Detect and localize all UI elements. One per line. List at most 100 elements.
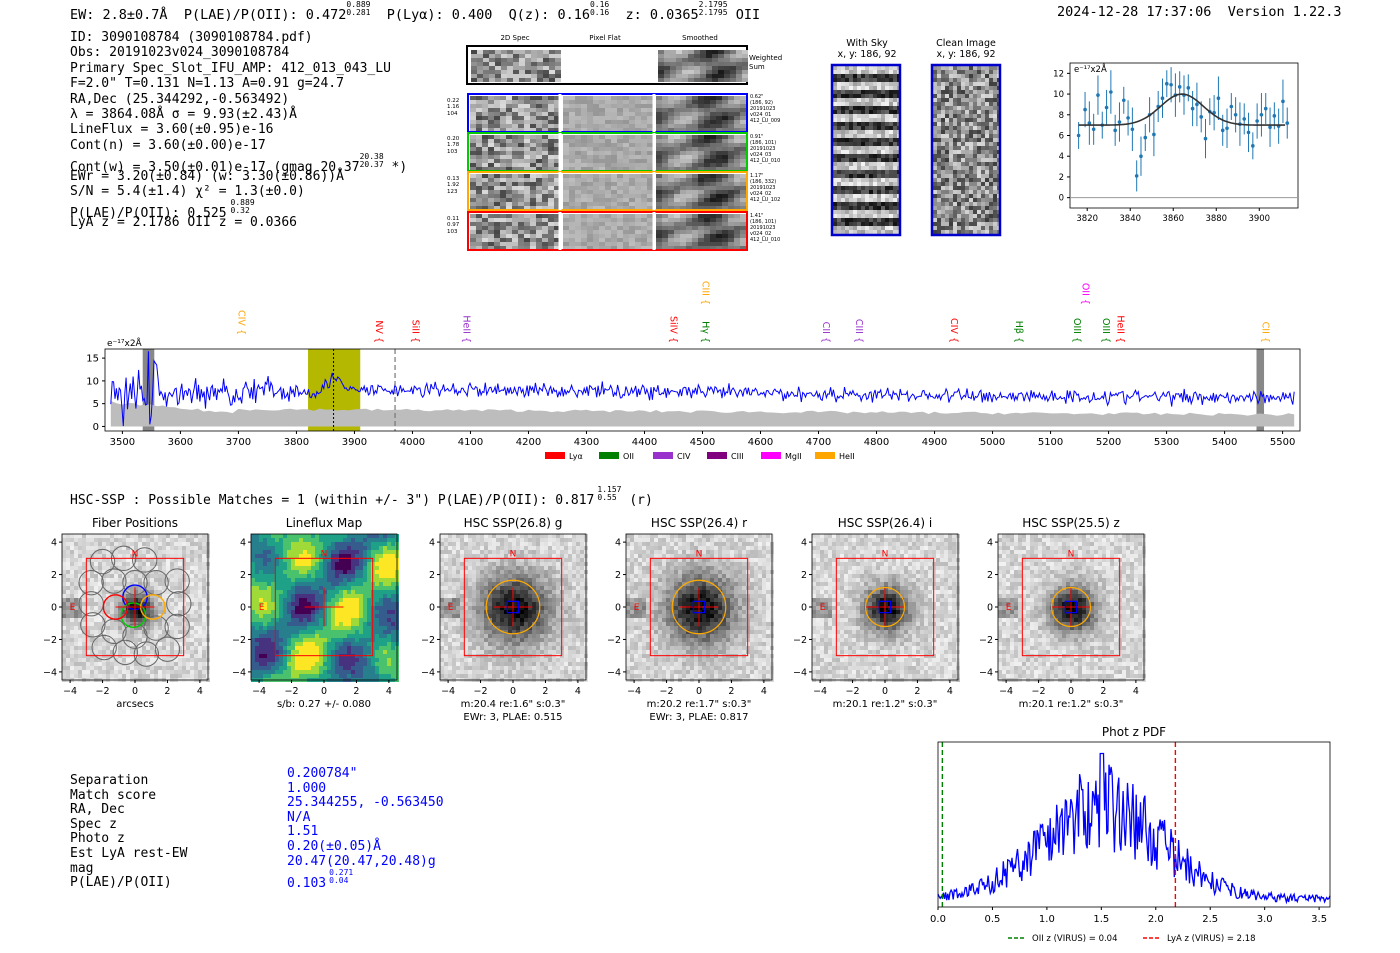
pixel — [70, 582, 74, 586]
pixel — [587, 96, 593, 100]
pixel — [833, 114, 837, 118]
pixel — [989, 122, 993, 126]
pixel — [563, 198, 569, 202]
pixel — [500, 242, 506, 246]
pixel — [62, 622, 66, 626]
pixel — [94, 578, 98, 582]
pixel — [656, 167, 662, 171]
pixel — [889, 222, 893, 226]
pixel — [993, 98, 997, 102]
pixel — [865, 66, 869, 70]
pixel — [130, 638, 134, 642]
pixel — [94, 634, 98, 638]
pixel — [518, 226, 524, 230]
pixel — [82, 558, 86, 562]
pixel — [477, 78, 483, 82]
pixel — [78, 534, 82, 538]
pixel — [953, 86, 957, 90]
pixel — [593, 194, 599, 198]
pixel — [194, 630, 198, 634]
pixel — [981, 118, 985, 122]
pixel — [869, 222, 873, 226]
pixel — [845, 198, 849, 202]
pixel — [611, 124, 617, 128]
pixel — [512, 190, 518, 194]
pixel — [688, 78, 694, 82]
pixel — [977, 114, 981, 118]
pixel — [611, 116, 617, 120]
pixel — [662, 116, 668, 120]
pixel — [482, 214, 488, 218]
pixel — [530, 104, 536, 108]
pixel — [536, 163, 542, 167]
pixel — [74, 566, 78, 570]
pixel — [865, 202, 869, 206]
pixel — [489, 78, 495, 82]
pixel — [865, 146, 869, 150]
pixel — [953, 150, 957, 154]
pixel — [70, 610, 74, 614]
pixel — [500, 155, 506, 159]
pixel — [853, 114, 857, 118]
pixel — [686, 230, 692, 234]
pixel — [500, 226, 506, 230]
pixel — [146, 666, 150, 670]
pixel — [530, 206, 536, 210]
pixel — [680, 238, 686, 242]
pixel — [680, 135, 686, 139]
row3-smoothed — [656, 214, 746, 250]
pixel — [742, 70, 748, 74]
pixel — [734, 214, 740, 218]
pixel — [647, 155, 653, 159]
pixel — [889, 134, 893, 138]
col-title-2d-spec: 2D Spec — [500, 34, 530, 42]
pixel — [877, 98, 881, 102]
pixel — [694, 70, 700, 74]
pixel — [728, 206, 734, 210]
pixel — [548, 128, 554, 132]
pixel — [849, 134, 853, 138]
pixel — [90, 662, 94, 666]
pixel — [531, 58, 537, 62]
pixel — [977, 230, 981, 234]
pixel — [953, 102, 957, 106]
pixel — [118, 602, 122, 606]
pixel — [945, 110, 949, 114]
pixel — [841, 138, 845, 142]
pixel — [130, 662, 134, 666]
pixel — [549, 66, 555, 70]
pixel — [629, 139, 635, 143]
pixel — [593, 230, 599, 234]
pixel — [150, 598, 154, 602]
pixel — [178, 562, 182, 566]
pixel — [969, 138, 973, 142]
pixel — [953, 66, 957, 70]
pixel — [965, 170, 969, 174]
pixel — [656, 135, 662, 139]
pixel — [734, 155, 740, 159]
pixel — [710, 104, 716, 108]
pixel — [629, 174, 635, 178]
pixel — [623, 214, 629, 218]
pixel — [605, 155, 611, 159]
pixel — [641, 112, 647, 116]
pixel — [194, 582, 198, 586]
pixel — [186, 534, 190, 538]
pixel — [688, 62, 694, 66]
pixel — [158, 606, 162, 610]
pixel — [857, 82, 861, 86]
pixel — [569, 100, 575, 104]
pixel — [530, 198, 536, 202]
pixel — [138, 590, 142, 594]
pixel — [102, 590, 106, 594]
pixel — [98, 538, 102, 542]
with-sky-image — [830, 63, 902, 237]
pixel — [194, 666, 198, 670]
pixel — [662, 139, 668, 143]
pixel — [563, 194, 569, 198]
pixel — [977, 226, 981, 230]
pixel — [126, 638, 130, 642]
pixel — [973, 122, 977, 126]
pixel — [476, 186, 482, 190]
pixel — [710, 147, 716, 151]
